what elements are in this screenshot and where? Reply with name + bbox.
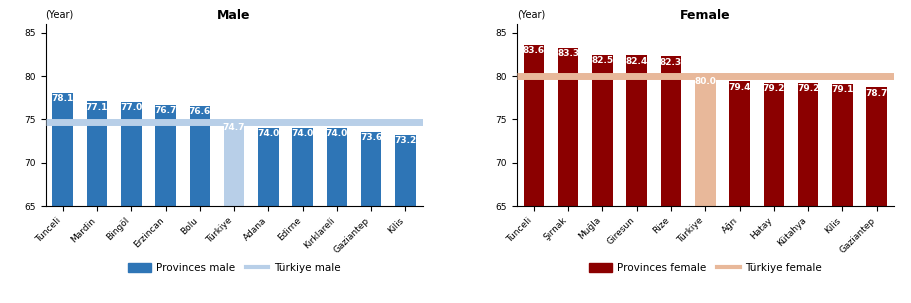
Text: 78.1: 78.1 (52, 94, 74, 103)
Bar (729, 82, 749, 206)
Bar (189, 106, 210, 206)
Text: 73.6: 73.6 (360, 133, 382, 142)
Text: 79.2: 79.2 (762, 85, 784, 93)
Text: 79.4: 79.4 (728, 83, 750, 92)
Text: (Year): (Year) (517, 10, 545, 20)
Text: 82.5: 82.5 (590, 56, 613, 65)
Bar (361, 132, 381, 206)
Bar (258, 128, 279, 206)
Bar (53, 93, 73, 206)
Bar (591, 55, 612, 206)
Text: 80.0: 80.0 (693, 78, 715, 86)
Text: 77.1: 77.1 (86, 103, 108, 112)
Bar (523, 45, 544, 206)
Bar (155, 105, 176, 206)
Text: 73.2: 73.2 (394, 136, 416, 145)
Bar (558, 48, 578, 206)
Text: 83.6: 83.6 (522, 46, 545, 55)
Bar (394, 135, 415, 206)
Text: 79.2: 79.2 (796, 85, 818, 93)
Text: 76.7: 76.7 (154, 106, 177, 115)
Legend: Provinces female, Türkiye female: Provinces female, Türkiye female (584, 259, 824, 277)
Bar (292, 128, 312, 206)
Text: 74.7: 74.7 (222, 123, 245, 132)
Text: 82.3: 82.3 (660, 58, 681, 67)
Bar (797, 83, 817, 206)
Title: Male: Male (217, 9, 251, 22)
Bar (87, 101, 107, 206)
Legend: Provinces male, Türkiye male: Provinces male, Türkiye male (124, 259, 344, 277)
Text: 74.0: 74.0 (325, 129, 348, 138)
Text: 76.6: 76.6 (189, 107, 210, 116)
Text: 74.0: 74.0 (292, 129, 313, 138)
Text: 83.3: 83.3 (557, 49, 578, 58)
Title: Female: Female (680, 9, 730, 22)
Bar (121, 102, 141, 206)
Bar (660, 56, 681, 206)
Bar (326, 128, 347, 206)
Bar (223, 122, 244, 206)
Bar (694, 76, 715, 206)
Text: 78.7: 78.7 (865, 89, 886, 98)
Bar (763, 83, 783, 206)
Bar (865, 88, 885, 206)
Text: 74.0: 74.0 (257, 129, 279, 138)
Bar (626, 55, 646, 206)
Text: (Year): (Year) (46, 10, 74, 20)
Bar (831, 84, 852, 206)
Text: 77.0: 77.0 (120, 103, 142, 112)
Text: 82.4: 82.4 (625, 57, 647, 66)
Text: 79.1: 79.1 (830, 85, 853, 94)
